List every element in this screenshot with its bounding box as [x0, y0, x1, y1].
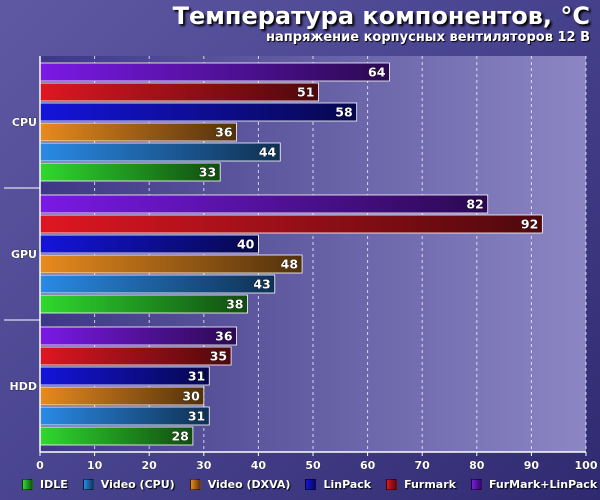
- legend-label: Video (CPU): [100, 478, 175, 491]
- bar: [39, 122, 237, 142]
- bar-value-label: 58: [335, 105, 352, 120]
- bar-value-label: 44: [259, 145, 277, 160]
- legend-label: IDLE: [40, 478, 68, 491]
- bar: [39, 82, 319, 102]
- bar-value-label: 36: [215, 125, 233, 140]
- bar-value-label: 38: [226, 297, 243, 312]
- bar-value-label: 82: [466, 197, 483, 212]
- bar: [39, 346, 232, 366]
- bar-value-label: 28: [171, 429, 188, 444]
- bar: [39, 214, 543, 234]
- bar-value-label: 31: [188, 409, 205, 424]
- legend-swatch: [82, 479, 94, 490]
- legend-item: IDLE: [22, 478, 68, 491]
- legend-item: Video (DXVA): [189, 478, 291, 491]
- bar-value-label: 31: [188, 369, 205, 384]
- legend-swatch: [386, 479, 398, 490]
- bar-value-label: 92: [521, 217, 538, 232]
- x-tick-label: 20: [142, 459, 158, 472]
- bar: [39, 142, 281, 162]
- x-tick-label: 50: [305, 459, 321, 472]
- bar-value-label: 48: [281, 257, 298, 272]
- legend-label: Furmark: [404, 478, 456, 491]
- chart-subtitle: напряжение корпусных вентиляторов 12 В: [266, 30, 590, 45]
- bar-value-label: 36: [215, 329, 233, 344]
- category-label: HDD: [10, 380, 37, 393]
- x-tick-label: 0: [36, 459, 44, 472]
- x-tick-label: 10: [87, 459, 103, 472]
- legend-item: LinPack: [305, 478, 371, 491]
- x-tick-label: 40: [251, 459, 267, 472]
- x-tick-label: 90: [524, 459, 540, 472]
- bar: [39, 194, 489, 214]
- legend-swatch: [305, 479, 317, 490]
- bar: [39, 406, 210, 426]
- x-tick-label: 70: [415, 459, 431, 472]
- legend-swatch: [470, 479, 482, 490]
- legend-label: FurMark+LinPack: [488, 478, 598, 491]
- legend-item: Furmark: [386, 478, 456, 491]
- x-tick-label: 60: [360, 459, 376, 472]
- bar: [39, 162, 221, 182]
- legend-item: Video (CPU): [82, 478, 175, 491]
- bar-value-label: 30: [182, 389, 200, 404]
- legend-label: Video (DXVA): [207, 478, 291, 491]
- category-label: GPU: [11, 248, 37, 261]
- bar: [39, 366, 210, 386]
- chart-title: Температура компонентов, °C: [172, 2, 590, 30]
- bar: [39, 62, 390, 82]
- legend-swatch: [22, 479, 33, 490]
- bar: [39, 326, 237, 346]
- bar: [39, 234, 259, 254]
- bar-value-label: 64: [368, 65, 386, 80]
- bar: [39, 254, 303, 274]
- x-tick-label: 100: [575, 459, 598, 472]
- x-tick-label: 80: [469, 459, 485, 472]
- bar: [39, 102, 358, 122]
- bar-value-label: 33: [199, 165, 216, 180]
- bar-value-label: 35: [210, 349, 227, 364]
- bar-value-label: 40: [237, 237, 255, 252]
- chart-legend: IDLE Video (CPU) Video (DXVA) LinPack Furmar…: [22, 478, 600, 491]
- bar-value-label: 51: [297, 85, 314, 100]
- bar-value-label: 43: [253, 277, 270, 292]
- bar: [39, 294, 248, 314]
- legend-label: LinPack: [323, 478, 372, 491]
- bar: [39, 426, 194, 446]
- category-label: CPU: [12, 116, 37, 129]
- legend-swatch: [189, 479, 201, 490]
- bar: [39, 274, 276, 294]
- bar: [39, 386, 205, 406]
- x-tick-label: 30: [196, 459, 212, 472]
- legend-item: FurMark+LinPack: [470, 478, 598, 491]
